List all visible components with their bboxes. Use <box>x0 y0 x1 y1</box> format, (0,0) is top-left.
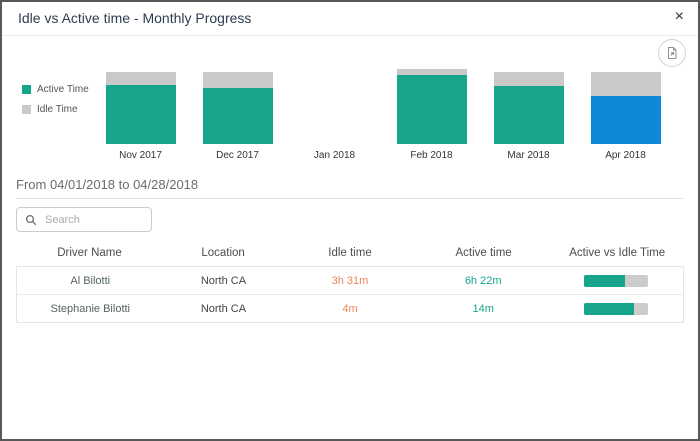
close-icon[interactable]: × <box>674 8 684 25</box>
bar-stack <box>493 66 564 144</box>
search-input[interactable] <box>43 212 143 227</box>
export-button[interactable] <box>658 39 686 67</box>
active-segment <box>202 88 273 144</box>
drivers-table: Driver Name Location Idle time Active time A… <box>16 240 684 323</box>
idle-time-cell: 3h 31m <box>331 274 369 287</box>
active-vs-idle-progressbar <box>584 274 649 287</box>
chart-bar-apr-2018[interactable]: Apr 2018 <box>577 66 674 162</box>
chart-legend: Active Time Idle Time <box>22 84 89 124</box>
category-label: Mar 2018 <box>507 150 550 161</box>
idle-segment <box>493 72 564 86</box>
idle-segment <box>590 72 661 96</box>
active-vs-idle-progressbar <box>584 302 649 315</box>
table-body: Al Bilotti North CA 3h 31m 6h 22m Stephanie … <box>16 266 684 323</box>
chart-bar-mar-2018[interactable]: Mar 2018 <box>480 66 577 162</box>
bar-stack <box>300 66 370 144</box>
chart-bar-jan-2018[interactable]: Jan 2018 <box>286 66 383 162</box>
active-time-cell: 14m <box>472 302 494 315</box>
chart-bar-feb-2018[interactable]: Feb 2018 <box>383 66 480 162</box>
dialog-header: Idle vs Active time - Monthly Progress × <box>2 2 698 36</box>
export-chart-icon <box>665 46 679 60</box>
section-divider <box>16 198 684 199</box>
active-vs-idle-cell <box>550 302 683 315</box>
search-box <box>16 207 152 232</box>
location-cell: North CA <box>200 302 247 315</box>
idle-time-cell: 4m <box>342 302 358 315</box>
legend-swatch-icon <box>22 105 31 114</box>
idle-segment <box>202 72 273 88</box>
idle-segment <box>105 72 176 85</box>
active-time-cell: 6h 22m <box>464 274 502 287</box>
driver-name-cell: Al Bilotti <box>70 274 111 287</box>
progress-fill <box>584 302 635 315</box>
bar-stack <box>396 66 467 144</box>
driver-name-cell: Stephanie Bilotti <box>50 302 131 315</box>
column-header-active-vs-idle-time: Active vs Idle Time <box>569 247 666 259</box>
category-label: Nov 2017 <box>119 150 162 161</box>
active-segment <box>396 75 467 144</box>
legend-item: Active Time <box>22 84 89 95</box>
bar-stack <box>105 66 176 144</box>
legend-item: Idle Time <box>22 104 89 115</box>
active-vs-idle-cell <box>550 274 683 287</box>
active-segment <box>105 85 176 144</box>
legend-swatch-icon <box>22 85 31 94</box>
column-header-driver-name: Driver Name <box>57 247 122 259</box>
column-header-active-time: Active time <box>455 247 512 259</box>
table-header-row: Driver Name Location Idle time Active time A… <box>16 240 684 266</box>
table-row[interactable]: Al Bilotti North CA 3h 31m 6h 22m <box>17 267 683 294</box>
progress-fill <box>584 274 626 287</box>
monthly-progress-chart: Nov 2017 Dec 2017 Jan 2018 Feb 2018 Mar 2018… <box>92 66 674 162</box>
dialog-title: Idle vs Active time - Monthly Progress <box>18 10 252 26</box>
column-header-location: Location <box>201 247 245 259</box>
category-label: Apr 2018 <box>605 150 646 161</box>
active-segment <box>590 96 661 144</box>
idle-segment <box>396 69 467 75</box>
bar-stack <box>202 66 273 144</box>
legend-label: Idle Time <box>37 104 78 115</box>
date-range-label: From 04/01/2018 to 04/28/2018 <box>16 177 199 192</box>
legend-label: Active Time <box>37 84 89 95</box>
category-label: Feb 2018 <box>410 150 453 161</box>
location-cell: North CA <box>200 274 247 287</box>
table-row[interactable]: Stephanie Bilotti North CA 4m 14m <box>17 294 683 322</box>
category-label: Dec 2017 <box>216 150 259 161</box>
chart-bar-dec-2017[interactable]: Dec 2017 <box>189 66 286 162</box>
search-icon <box>25 214 37 226</box>
chart-bar-nov-2017[interactable]: Nov 2017 <box>92 66 189 162</box>
bar-stack <box>590 66 661 144</box>
category-label: Jan 2018 <box>313 150 356 161</box>
column-header-idle-time: Idle time <box>328 247 372 259</box>
active-segment <box>493 86 564 144</box>
